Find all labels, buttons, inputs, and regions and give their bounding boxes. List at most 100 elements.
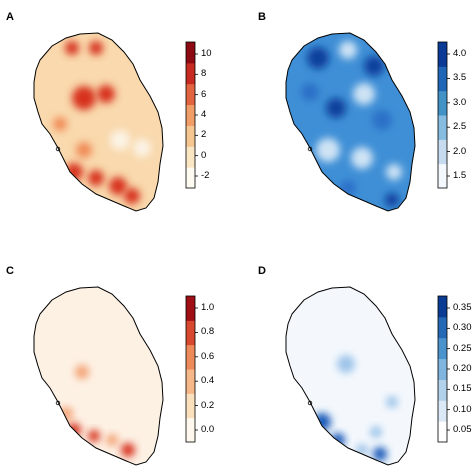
map-hotspot [65,41,79,55]
colorbar-tick-label: 0.05 [453,424,472,435]
map-hotspot [133,139,151,157]
map-fill [34,33,163,211]
colorbar-segment [186,167,195,189]
colorbar-tick-label: 8 [201,68,207,80]
map-hotspot [353,83,375,105]
colorbar-segment [186,104,195,126]
map-hotspot [373,447,387,461]
colorbar-tick-label: 4.0 [453,48,467,59]
small-island-dot [307,146,313,152]
map-hotspot [76,142,92,158]
colorbar-segment [438,42,447,67]
map-hotspot [337,355,355,373]
map-hotspot [301,83,319,101]
map-hotspot [386,164,402,180]
map-hotspot [372,110,392,130]
colorbar-segment [438,139,447,165]
map-hotspot [106,434,118,446]
map-hotspot [313,413,331,431]
panel-label: D [258,265,266,277]
colorbar-tick-label: 2 [201,129,207,141]
map-fill [34,287,163,465]
colorbar-tick-label: 2.5 [453,121,467,133]
colorbar-tick-label: 0 [201,149,207,161]
small-island-dot [55,146,61,152]
colorbar-tick-label: 1.5 [453,170,467,181]
colorbar-tick-label: 0.10 [453,403,472,415]
colorbar-segment [186,393,195,419]
colorbar-tick-label: 4 [201,109,207,120]
colorbar-segment [438,296,447,318]
map-hotspot [326,98,346,118]
colorbar-tick-label: 0.25 [453,342,472,354]
colorbar-segment [186,42,195,64]
panel-label: A [6,11,14,23]
colorbar-segment [438,90,447,116]
map-hotspot [351,147,373,169]
colorbar-tick-label: 10 [201,48,212,59]
panel-label: B [258,11,266,23]
colorbar-segment [438,358,447,380]
colorbar-tick-label: 0.6 [201,350,215,362]
coastline-outline [33,32,164,212]
coastline-outline [285,32,416,212]
colorbar-tick-label: 0.0 [201,424,215,435]
colorbar-tick-label: 1.0 [201,302,215,313]
map-hotspot [89,41,103,55]
colorbar-tick-label: 0.30 [453,322,472,334]
colorbar-segment [438,66,447,92]
colorbar-segment [186,146,195,168]
colorbar-segment [438,316,447,339]
map-hotspot [364,56,384,76]
map-hotspot [53,117,67,131]
colorbar-segment [186,83,195,106]
colorbar-segment [186,62,195,85]
map-fill [286,287,415,465]
colorbar-segment [438,337,447,360]
map-hotspot [307,47,329,69]
colorbar-tick-label: 6 [201,88,207,100]
colorbar-tick-label: 0.2 [201,399,215,411]
colorbar-segment [186,296,195,321]
colorbar-segment [438,115,447,140]
coastline-outline [285,286,416,466]
colorbar-tick-label: -2 [201,170,210,181]
colorbar-tick-label: 3.0 [453,96,467,108]
colorbar-segment [438,163,447,189]
colorbar-segment [186,125,195,147]
colorbar-tick-label: 0.8 [201,326,215,338]
map-hotspot [339,41,357,59]
colorbar-segment [186,344,195,370]
map-hotspot [72,86,96,110]
colorbar-segment [438,379,447,401]
map-hotspot [385,193,399,207]
colorbar-tick-label: 3.5 [453,72,467,84]
coastline-outline [33,286,164,466]
colorbar-tick-label: 2.0 [453,145,467,157]
map-hotspot [88,170,104,186]
colorbar-segment [186,417,195,443]
panel-label: C [6,265,14,277]
colorbar-segment [438,421,447,443]
small-island-dot [307,400,313,406]
map-hotspot [97,85,115,103]
colorbar-frame [185,295,196,443]
colorbar-tick-label: 0.4 [201,375,215,387]
colorbar-tick-label: 0.35 [453,302,472,313]
colorbar-segment [438,400,447,422]
map-hotspot [386,396,398,408]
map-hotspot [370,426,382,438]
colorbar-segment [186,320,195,346]
map-hotspot [124,188,140,204]
map-hotspot [75,365,89,379]
map-fill [286,33,415,211]
map-hotspot [88,430,100,442]
colorbar-frame [437,41,448,189]
map-hotspot [316,138,340,162]
colorbar-tick-label: 0.15 [453,383,472,395]
map-hotspot [121,443,135,457]
